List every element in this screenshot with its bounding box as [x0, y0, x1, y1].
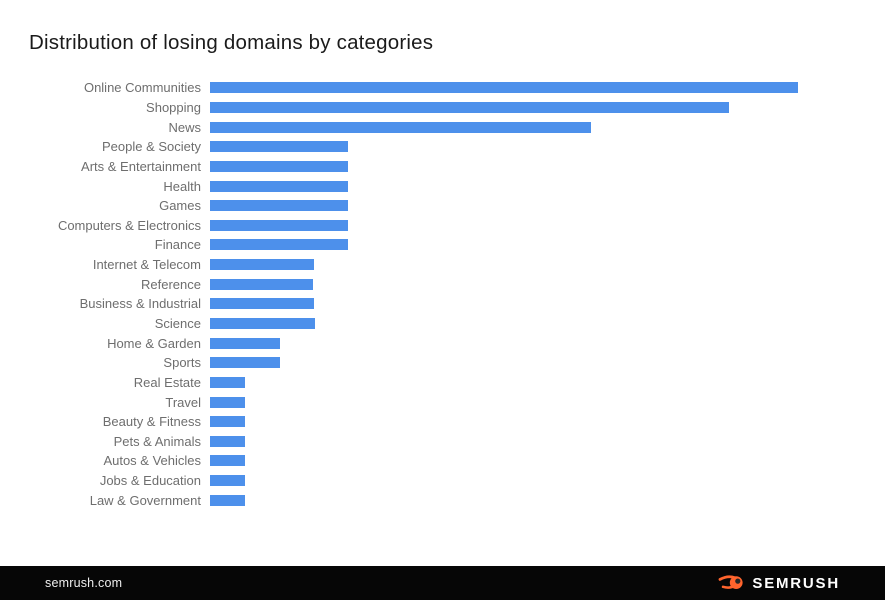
- bar-track: [210, 180, 798, 192]
- category-label: Beauty & Fitness: [102, 414, 201, 430]
- footer-website: semrush.com: [45, 576, 123, 590]
- chart-title: Distribution of losing domains by catego…: [29, 31, 434, 54]
- bar-track: [210, 298, 798, 310]
- bar: [210, 180, 349, 192]
- category-label: News: [168, 119, 201, 135]
- bar-track: [210, 259, 798, 271]
- bar-track: [210, 337, 798, 349]
- bar-track: [210, 494, 798, 506]
- bar-track: [210, 219, 798, 231]
- chart-row: Computers & Electronics: [0, 215, 885, 235]
- chart-row: Pets & Animals: [0, 432, 885, 452]
- chart-row: Arts & Entertainment: [0, 157, 885, 177]
- bar: [210, 455, 246, 467]
- chart-row: Law & Government: [0, 490, 885, 510]
- category-label: Business & Industrial: [79, 296, 201, 312]
- bar: [210, 239, 349, 251]
- bar: [210, 475, 246, 487]
- bar: [210, 298, 315, 310]
- chart-row: Online Communities: [0, 78, 885, 98]
- category-label: Travel: [165, 394, 201, 410]
- bar-track: [210, 455, 798, 467]
- semrush-flame-icon: [718, 575, 743, 589]
- bar-track: [210, 318, 798, 329]
- category-label: Home & Garden: [107, 335, 201, 351]
- category-label: Law & Government: [89, 492, 201, 508]
- chart-row: Home & Garden: [0, 333, 885, 353]
- bar: [210, 357, 280, 369]
- bar: [210, 435, 246, 447]
- bar-track: [210, 141, 798, 153]
- bar: [210, 101, 730, 113]
- category-label: Real Estate: [133, 374, 201, 390]
- bar: [210, 219, 349, 231]
- category-label: Pets & Animals: [113, 433, 201, 449]
- bar: [210, 160, 349, 172]
- bar-track: [210, 435, 798, 447]
- category-label: Arts & Entertainment: [81, 158, 201, 174]
- semrush-wordmark: SEMRUSH: [752, 574, 840, 592]
- chart-row: News: [0, 117, 885, 137]
- bar: [210, 141, 349, 153]
- category-label: Computers & Electronics: [57, 217, 201, 233]
- chart-row: Shopping: [0, 98, 885, 118]
- chart-row: Sports: [0, 353, 885, 373]
- category-label: Online Communities: [83, 80, 201, 96]
- bar: [210, 318, 316, 329]
- category-label: Internet & Telecom: [92, 257, 201, 273]
- semrush-logo: SEMRUSH: [718, 574, 840, 592]
- category-label: Jobs & Education: [99, 473, 201, 489]
- chart-row: Business & Industrial: [0, 294, 885, 314]
- category-label: Shopping: [146, 99, 201, 115]
- bar: [210, 259, 315, 271]
- bar-chart: Online Communities Shopping News People & S…: [0, 78, 885, 510]
- chart-row: Reference: [0, 274, 885, 294]
- category-label: Science: [154, 316, 201, 331]
- bar: [210, 82, 798, 94]
- bar: [210, 494, 246, 506]
- bar-track: [210, 396, 798, 408]
- bar: [210, 376, 246, 388]
- bar-track: [210, 82, 798, 94]
- chart-row: Travel: [0, 392, 885, 412]
- bar: [210, 416, 246, 428]
- chart-row: Beauty & Fitness: [0, 412, 885, 432]
- category-label: Sports: [163, 355, 201, 371]
- bar-track: [210, 357, 798, 369]
- bar-track: [210, 160, 798, 172]
- bar: [210, 200, 349, 212]
- category-label: Autos & Vehicles: [103, 453, 201, 469]
- bar-track: [210, 101, 798, 113]
- bar-track: [210, 376, 798, 388]
- chart-row: Finance: [0, 235, 885, 255]
- bar: [210, 278, 313, 290]
- bar-track: [210, 121, 798, 133]
- infographic: Distribution of losing domains by catego…: [0, 30, 885, 600]
- category-label: Health: [163, 178, 201, 194]
- bar: [210, 337, 280, 349]
- footer-bar: semrush.com SEMRUSH: [0, 566, 885, 600]
- chart-row: Health: [0, 176, 885, 196]
- chart-row: Internet & Telecom: [0, 255, 885, 275]
- bar: [210, 121, 592, 133]
- chart-row: Games: [0, 196, 885, 216]
- chart-row: Science: [0, 314, 885, 334]
- bar-track: [210, 239, 798, 251]
- category-label: People & Society: [101, 139, 201, 155]
- category-label: Finance: [154, 237, 201, 253]
- category-label: Games: [159, 198, 201, 214]
- chart-row: Real Estate: [0, 373, 885, 393]
- bar-track: [210, 475, 798, 487]
- chart-row: Autos & Vehicles: [0, 451, 885, 471]
- bar-track: [210, 278, 798, 290]
- category-label: Reference: [141, 276, 201, 292]
- chart-row: People & Society: [0, 137, 885, 157]
- bar-track: [210, 200, 798, 212]
- bar: [210, 396, 246, 408]
- bar-track: [210, 416, 798, 428]
- chart-row: Jobs & Education: [0, 471, 885, 491]
